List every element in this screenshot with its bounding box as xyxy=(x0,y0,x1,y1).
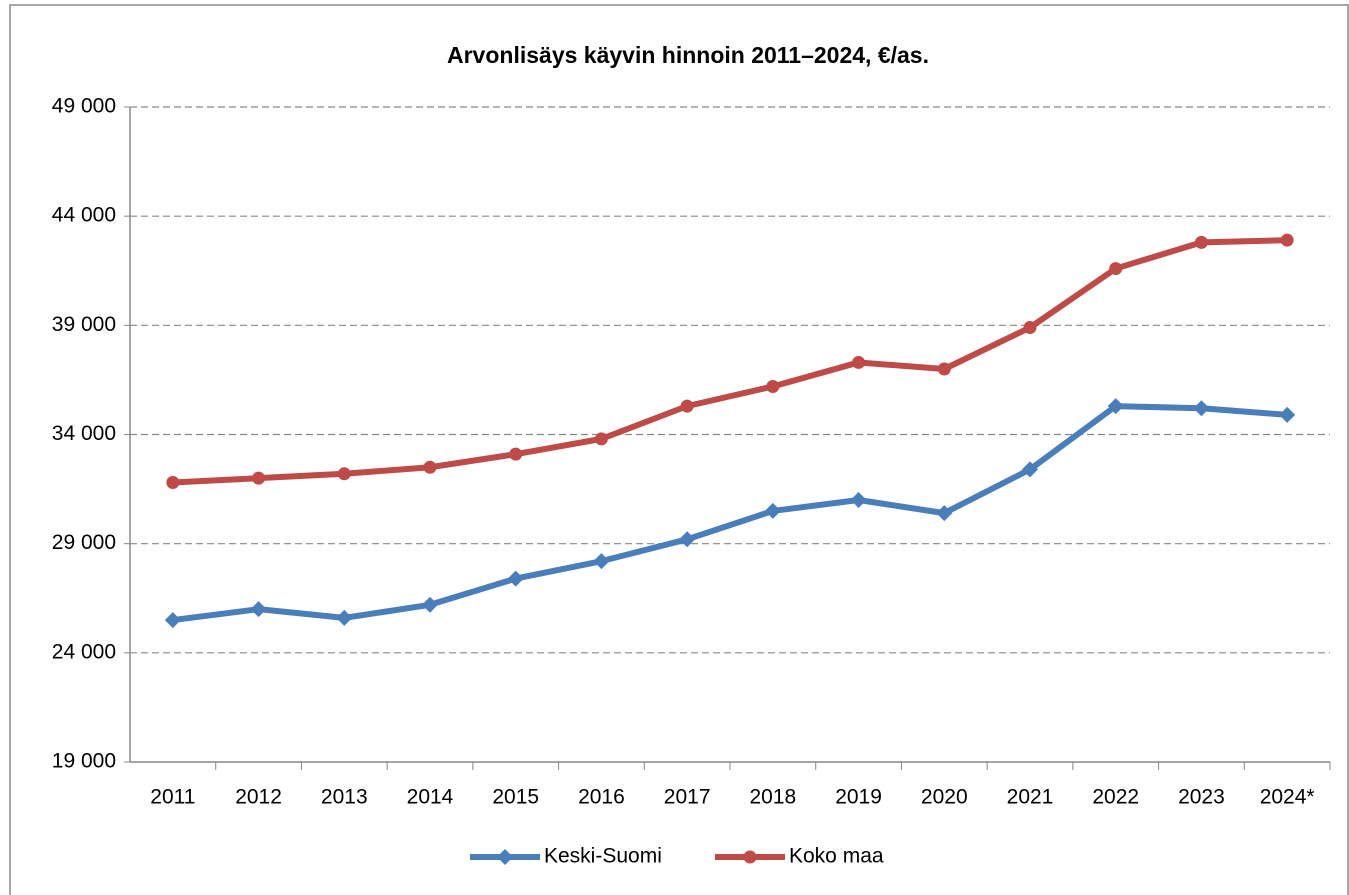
data-point xyxy=(507,570,524,587)
data-point xyxy=(422,596,438,613)
legend-label: Koko maa xyxy=(789,845,884,868)
x-tick-label: 2011 xyxy=(150,786,195,809)
y-tick-label: 29 000 xyxy=(52,531,116,554)
chart-border xyxy=(9,4,1349,895)
data-point xyxy=(1022,461,1038,478)
data-point xyxy=(680,399,694,413)
legend-marker xyxy=(743,850,757,864)
data-point xyxy=(1279,406,1296,423)
y-tick-label: 19 000 xyxy=(52,750,116,773)
data-point xyxy=(337,467,351,481)
data-point xyxy=(1193,400,1210,417)
data-point xyxy=(1280,233,1294,247)
x-tick-label: 2022 xyxy=(1092,786,1139,809)
data-point xyxy=(852,355,866,369)
data-point xyxy=(679,531,696,548)
data-point xyxy=(164,612,181,629)
y-tick-label: 34 000 xyxy=(52,422,116,445)
y-tick-label: 24 000 xyxy=(52,640,116,663)
data-point xyxy=(764,502,781,519)
data-point xyxy=(1107,398,1124,415)
legend-label: Keski-Suomi xyxy=(544,845,662,868)
data-point xyxy=(1194,235,1208,249)
x-tick-label: 2019 xyxy=(835,786,882,809)
data-point xyxy=(766,379,780,393)
data-point xyxy=(936,505,953,522)
data-point xyxy=(850,492,867,508)
data-point xyxy=(937,362,951,376)
x-tick-label: 2016 xyxy=(578,786,625,809)
data-point xyxy=(250,601,267,618)
legend-marker xyxy=(497,849,513,865)
data-point xyxy=(252,471,266,485)
x-tick-label: 2020 xyxy=(921,786,968,809)
y-tick-label: 49 000 xyxy=(52,95,116,118)
chart-title: Arvonlisäys käyvin hinnoin 2011–2024, €/… xyxy=(447,42,929,68)
data-point xyxy=(336,609,353,626)
data-point xyxy=(1023,321,1037,335)
data-point xyxy=(423,460,437,474)
series-line xyxy=(172,403,1288,624)
y-tick-label: 44 000 xyxy=(52,204,116,227)
data-point xyxy=(1109,262,1123,276)
x-tick-label: 2018 xyxy=(749,786,796,809)
x-tick-label: 2024* xyxy=(1260,786,1315,809)
x-tick-label: 2021 xyxy=(1007,786,1054,809)
x-tick-label: 2013 xyxy=(321,786,368,809)
x-tick-label: 2015 xyxy=(492,786,539,809)
x-tick-label: 2014 xyxy=(407,786,454,809)
series-line xyxy=(172,237,1288,486)
y-tick-label: 39 000 xyxy=(52,313,116,336)
x-tick-label: 2017 xyxy=(664,786,711,809)
data-point xyxy=(166,476,180,490)
data-point xyxy=(509,447,523,461)
data-point xyxy=(594,432,608,446)
data-point xyxy=(593,553,610,570)
x-tick-label: 2012 xyxy=(235,786,282,809)
x-tick-label: 2023 xyxy=(1178,786,1225,809)
